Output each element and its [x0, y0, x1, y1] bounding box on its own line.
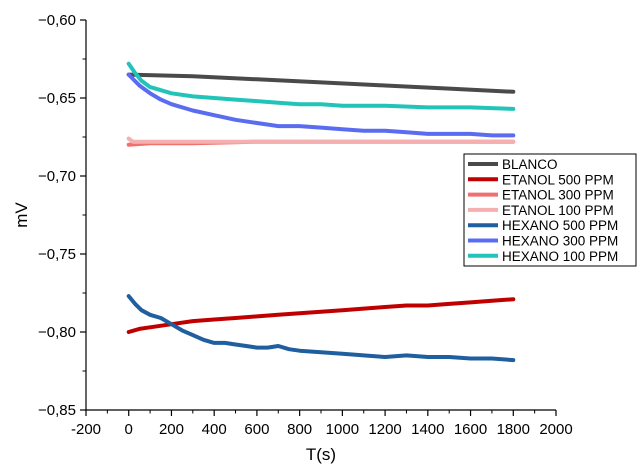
- legend-label: ETANOL 100 PPM: [502, 203, 614, 218]
- x-tick-label: 1800: [497, 421, 530, 438]
- x-tick-label: 0: [125, 421, 133, 438]
- series-line-1: [126, 72, 516, 94]
- x-axis-title: T(s): [306, 445, 336, 464]
- y-tick-label: −0,70: [38, 168, 76, 185]
- y-tick-label: −0,60: [38, 12, 76, 29]
- y-tick-label: −0,75: [38, 246, 76, 263]
- y-tick-label: −0,65: [38, 90, 76, 107]
- series-layer: [126, 61, 516, 363]
- x-tick-label: 1200: [368, 421, 401, 438]
- series-line-2: [126, 297, 516, 334]
- x-tick-label: 1400: [411, 421, 444, 438]
- y-tick-label: −0,85: [38, 402, 76, 419]
- x-tick-label: 1600: [454, 421, 487, 438]
- x-ticks: -200 0 200 400 600 800 1000 1200 1400 1600 1800 200…: [71, 410, 573, 438]
- series-line-5: [126, 294, 516, 363]
- x-tick-label: 1000: [326, 421, 359, 438]
- legend-label: HEXANO 100 PPM: [502, 249, 618, 264]
- x-tick-label: 2000: [539, 421, 572, 438]
- legend-label: BLANCO: [502, 157, 558, 172]
- x-tick-label: 600: [244, 421, 269, 438]
- series-line-7: [126, 61, 516, 111]
- x-tick-label: 400: [202, 421, 227, 438]
- legend-label: ETANOL 500 PPM: [502, 172, 614, 187]
- legend-label: HEXANO 500 PPM: [502, 218, 618, 233]
- axes: -200 0 200 400 600 800 1000 1200 1400 1600 1800 200…: [38, 12, 573, 438]
- y-tick-label: −0,80: [38, 324, 76, 341]
- legend-label: ETANOL 300 PPM: [502, 188, 614, 203]
- legend-label: HEXANO 300 PPM: [502, 234, 618, 249]
- x-tick-label: 200: [159, 421, 184, 438]
- y-ticks: −0,85 −0,80 −0,75 −0,70 −0,65 −0,60: [38, 12, 86, 419]
- x-tick-label: 800: [287, 421, 312, 438]
- series-line-4: [126, 136, 516, 144]
- x-tick-label: -200: [71, 421, 101, 438]
- series-line-6: [126, 72, 516, 138]
- y-axis-title: mV: [12, 202, 31, 228]
